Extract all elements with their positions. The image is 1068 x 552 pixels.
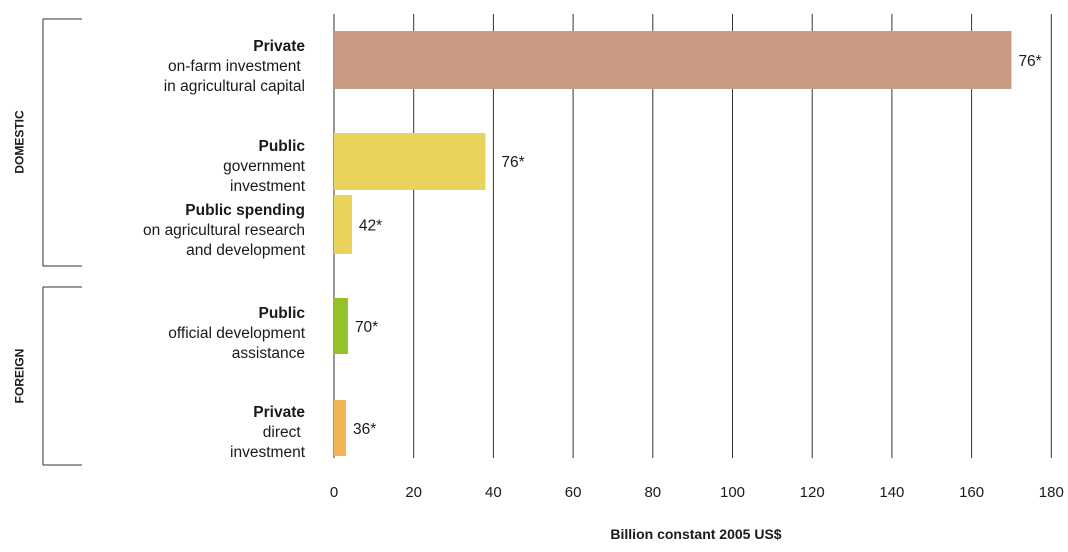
group-bracket	[42, 286, 82, 466]
category-label-head: Public	[258, 138, 305, 155]
category-label-head: Public spending	[185, 202, 305, 219]
bar	[334, 31, 1012, 89]
category-label: Private on-farm investment in agricultura…	[164, 37, 305, 97]
data-labels: 76* 76* 42* 70* 36*	[353, 53, 1042, 438]
x-tick-label: 80	[644, 484, 661, 501]
group-label: DOMESTIC	[12, 110, 27, 174]
bar	[334, 298, 348, 354]
x-tick-label: 60	[565, 484, 582, 501]
category-label-head: Private	[253, 38, 305, 55]
category-label: Public official development assistance	[168, 304, 305, 364]
x-tick-label: 0	[330, 484, 338, 501]
data-label: 76*	[1018, 53, 1041, 70]
data-label: 76*	[501, 154, 524, 171]
category-label-head: Private	[253, 404, 305, 421]
bar	[334, 400, 346, 456]
data-label: 70*	[355, 319, 378, 336]
x-tick-labels: 0 20 40 60 80 100 120 140 160 180	[330, 484, 1064, 501]
category-label-detail: on-farm investment in agricultural capit…	[163, 58, 305, 95]
group-label: FOREIGN	[11, 348, 26, 404]
category-label: Public spending on agricultural research …	[143, 201, 305, 261]
category-label-detail: government investment	[223, 158, 305, 195]
group-brackets	[42, 18, 82, 466]
x-tick-label: 180	[1039, 484, 1064, 501]
x-tick-label: 100	[720, 484, 745, 501]
group-bracket	[42, 18, 82, 267]
bars	[334, 31, 1012, 456]
bar	[334, 195, 352, 254]
data-label: 42*	[359, 218, 382, 235]
x-tick-label: 20	[405, 484, 422, 501]
category-label: Public government investment	[223, 137, 305, 197]
x-tick-label: 160	[959, 484, 984, 501]
category-label-detail: official development assistance	[168, 325, 305, 362]
x-tick-label: 40	[485, 484, 502, 501]
x-tick-label: 140	[879, 484, 904, 501]
x-axis-label: Billion constant 2005 US$	[610, 526, 782, 542]
x-tick-label: 120	[800, 484, 825, 501]
bar	[334, 133, 486, 190]
category-label: Private direct investment	[230, 403, 305, 463]
category-label-head: Public	[258, 305, 305, 322]
data-label: 36*	[353, 421, 376, 438]
category-label-detail: direct investment	[230, 424, 305, 461]
category-label-detail: on agricultural research and development	[143, 222, 305, 259]
